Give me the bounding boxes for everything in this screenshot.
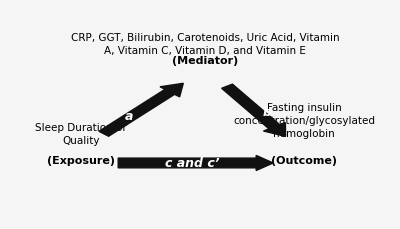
FancyArrow shape <box>99 84 183 137</box>
Text: Sleep Duration or
Quality: Sleep Duration or Quality <box>35 123 127 146</box>
FancyArrow shape <box>118 156 273 171</box>
Text: (Mediator): (Mediator) <box>172 55 238 65</box>
FancyArrow shape <box>222 85 286 137</box>
Text: c and c’: c and c’ <box>165 157 220 170</box>
Text: a: a <box>125 109 133 122</box>
Text: b: b <box>262 106 272 119</box>
Text: (Exposure): (Exposure) <box>47 155 115 165</box>
Text: (Outcome): (Outcome) <box>271 155 337 165</box>
Text: CRP, GGT, Bilirubin, Carotenoids, Uric Acid, Vitamin
A, Vitamin C, Vitamin D, an: CRP, GGT, Bilirubin, Carotenoids, Uric A… <box>71 33 339 56</box>
Text: Fasting insulin
concentration/glycosylated
hemoglobin: Fasting insulin concentration/glycosylat… <box>233 102 375 139</box>
